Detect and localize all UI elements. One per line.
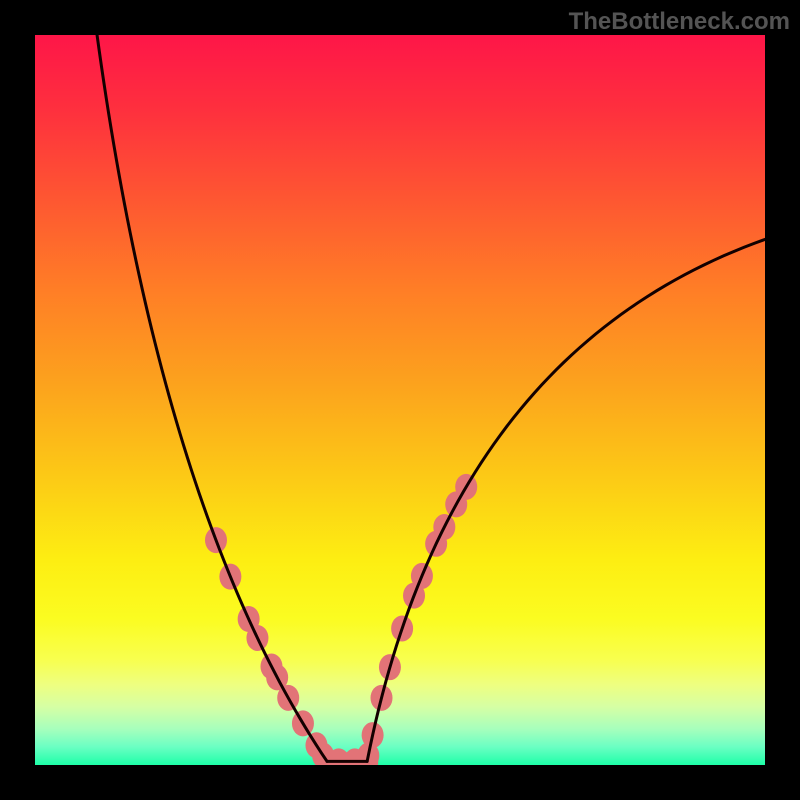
chart-plot-area	[35, 35, 765, 765]
bottleneck-chart	[35, 35, 765, 765]
gradient-background	[35, 35, 765, 765]
watermark-text: TheBottleneck.com	[569, 8, 790, 36]
